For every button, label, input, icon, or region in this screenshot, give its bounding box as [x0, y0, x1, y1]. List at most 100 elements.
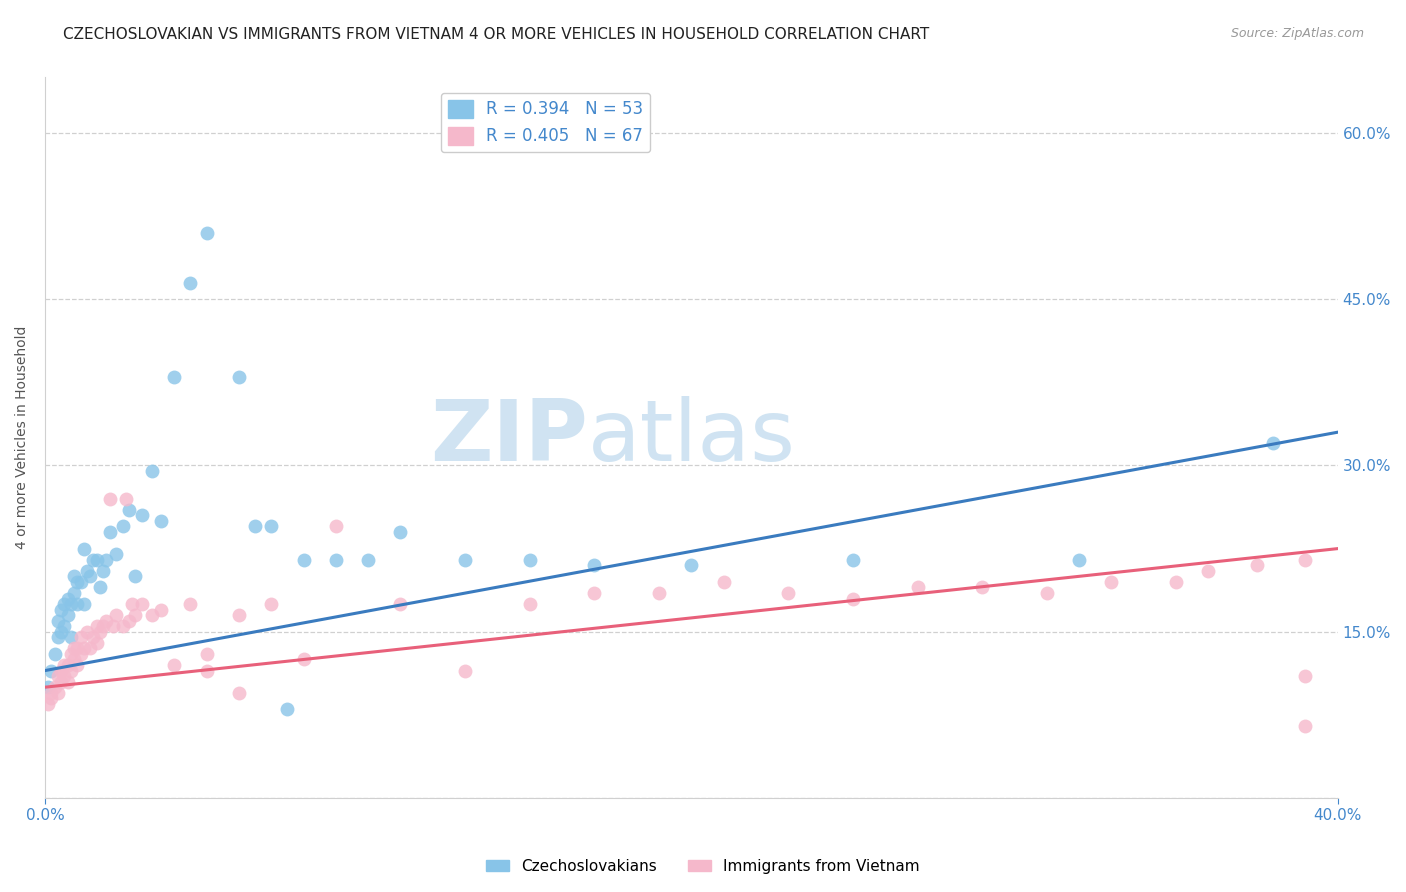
- Point: [98, 491, 121, 506]
- Point: [89, 581, 111, 595]
- Point: [37, 697, 59, 711]
- Point: [842, 591, 865, 606]
- Point: [53, 658, 76, 673]
- Point: [1246, 558, 1268, 573]
- Point: [69, 630, 91, 644]
- Point: [195, 226, 218, 240]
- Point: [66, 658, 89, 673]
- Point: [41, 691, 63, 706]
- Point: [41, 686, 63, 700]
- Point: [519, 597, 541, 611]
- Point: [69, 574, 91, 589]
- Point: [91, 619, 114, 633]
- Point: [907, 581, 929, 595]
- Point: [118, 614, 141, 628]
- Point: [1069, 552, 1091, 566]
- Point: [648, 586, 671, 600]
- Y-axis label: 4 or more Vehicles in Household: 4 or more Vehicles in Household: [15, 326, 30, 549]
- Point: [105, 608, 128, 623]
- Point: [105, 547, 128, 561]
- Point: [228, 608, 250, 623]
- Point: [46, 630, 69, 644]
- Text: atlas: atlas: [588, 396, 796, 479]
- Point: [56, 674, 79, 689]
- Point: [63, 586, 86, 600]
- Point: [141, 608, 163, 623]
- Point: [325, 519, 347, 533]
- Point: [276, 702, 298, 716]
- Point: [44, 647, 66, 661]
- Point: [101, 619, 124, 633]
- Point: [454, 664, 477, 678]
- Point: [972, 581, 994, 595]
- Point: [46, 669, 69, 683]
- Point: [49, 602, 72, 616]
- Point: [228, 686, 250, 700]
- Point: [89, 624, 111, 639]
- Point: [49, 664, 72, 678]
- Point: [131, 508, 153, 523]
- Point: [69, 647, 91, 661]
- Point: [681, 558, 703, 573]
- Point: [1036, 586, 1059, 600]
- Point: [179, 276, 201, 290]
- Point: [56, 591, 79, 606]
- Point: [1294, 552, 1316, 566]
- Point: [195, 647, 218, 661]
- Text: CZECHOSLOVAKIAN VS IMMIGRANTS FROM VIETNAM 4 OR MORE VEHICLES IN HOUSEHOLD CORRE: CZECHOSLOVAKIAN VS IMMIGRANTS FROM VIETN…: [63, 27, 929, 42]
- Point: [59, 664, 82, 678]
- Point: [114, 491, 136, 506]
- Point: [46, 686, 69, 700]
- Point: [66, 574, 89, 589]
- Point: [46, 614, 69, 628]
- Point: [260, 519, 283, 533]
- Point: [59, 630, 82, 644]
- Point: [292, 652, 315, 666]
- Point: [713, 574, 735, 589]
- Point: [454, 552, 477, 566]
- Point: [583, 586, 606, 600]
- Point: [56, 608, 79, 623]
- Point: [98, 524, 121, 539]
- Point: [778, 586, 800, 600]
- Point: [44, 680, 66, 694]
- Point: [163, 369, 186, 384]
- Point: [163, 658, 186, 673]
- Point: [1261, 436, 1284, 450]
- Point: [121, 597, 143, 611]
- Point: [118, 503, 141, 517]
- Point: [1294, 719, 1316, 733]
- Point: [79, 569, 101, 583]
- Point: [49, 674, 72, 689]
- Point: [1294, 669, 1316, 683]
- Point: [49, 624, 72, 639]
- Point: [1099, 574, 1122, 589]
- Point: [124, 608, 146, 623]
- Point: [260, 597, 283, 611]
- Point: [91, 564, 114, 578]
- Point: [41, 664, 63, 678]
- Point: [111, 519, 134, 533]
- Point: [150, 602, 173, 616]
- Point: [389, 524, 412, 539]
- Point: [357, 552, 380, 566]
- Point: [37, 680, 59, 694]
- Point: [86, 636, 108, 650]
- Point: [66, 641, 89, 656]
- Point: [59, 647, 82, 661]
- Point: [66, 597, 89, 611]
- Point: [195, 664, 218, 678]
- Point: [86, 619, 108, 633]
- Point: [96, 552, 118, 566]
- Point: [63, 652, 86, 666]
- Legend: Czechoslovakians, Immigrants from Vietnam: Czechoslovakians, Immigrants from Vietna…: [481, 853, 925, 880]
- Point: [389, 597, 412, 611]
- Point: [59, 597, 82, 611]
- Point: [150, 514, 173, 528]
- Point: [63, 641, 86, 656]
- Point: [73, 597, 96, 611]
- Point: [1197, 564, 1219, 578]
- Point: [842, 552, 865, 566]
- Text: Source: ZipAtlas.com: Source: ZipAtlas.com: [1230, 27, 1364, 40]
- Point: [82, 630, 104, 644]
